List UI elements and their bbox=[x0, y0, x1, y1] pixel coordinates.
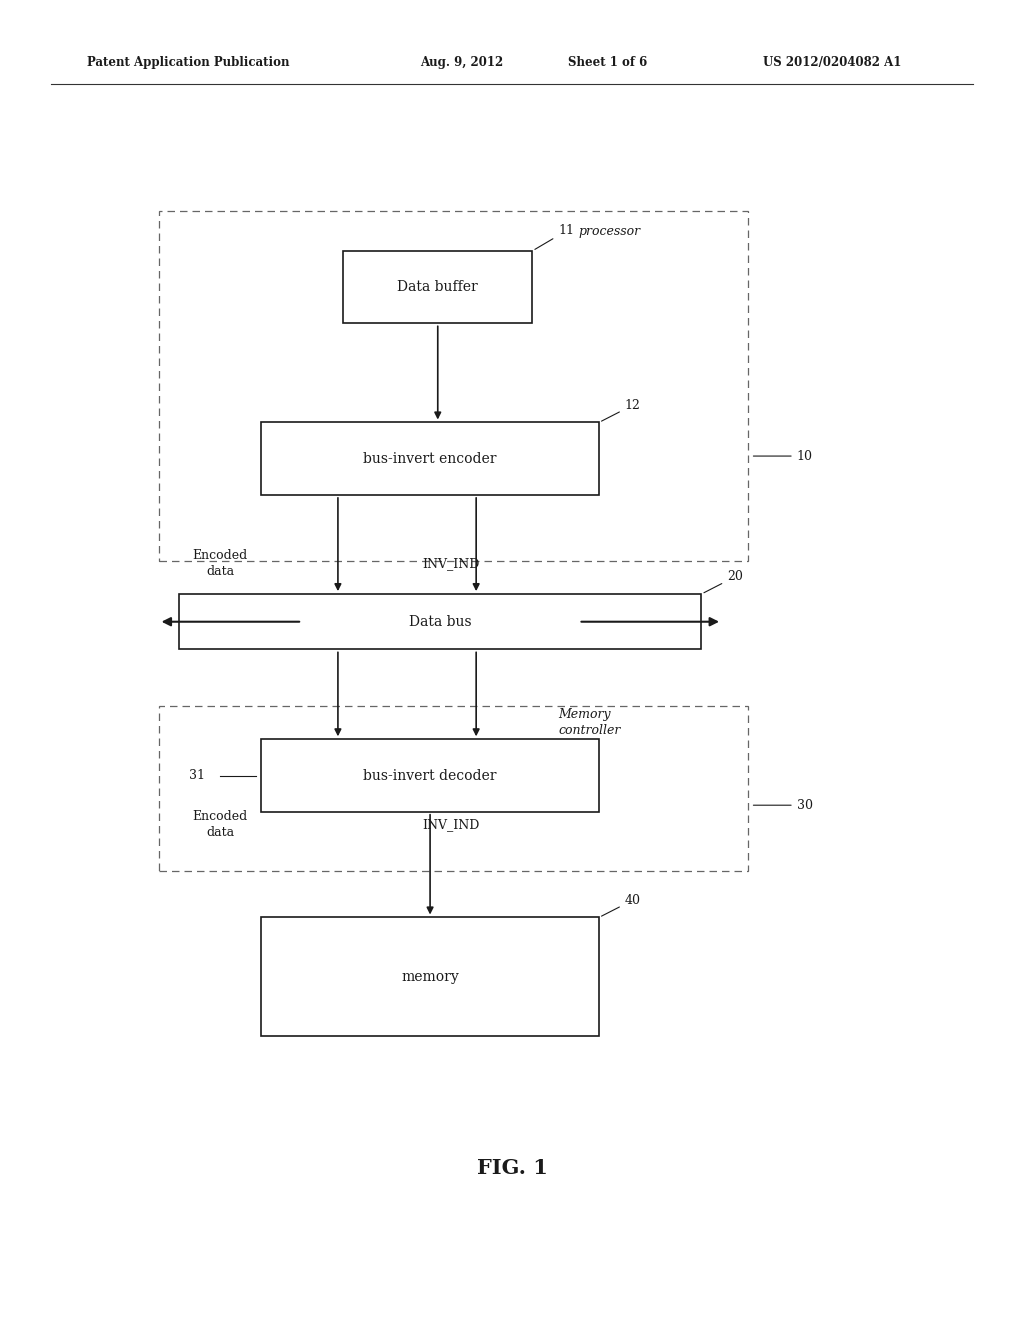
Text: 31: 31 bbox=[189, 770, 206, 781]
Text: Memory
controller: Memory controller bbox=[558, 708, 621, 737]
Text: Data buffer: Data buffer bbox=[397, 280, 478, 294]
Text: 10: 10 bbox=[754, 450, 813, 462]
Bar bbox=[261, 917, 599, 1036]
Text: Patent Application Publication: Patent Application Publication bbox=[87, 55, 290, 69]
Bar bbox=[159, 706, 748, 871]
Text: memory: memory bbox=[401, 970, 459, 983]
Text: 12: 12 bbox=[601, 399, 641, 421]
Text: INV_IND: INV_IND bbox=[422, 557, 479, 570]
Text: 11: 11 bbox=[535, 224, 574, 249]
Text: Encoded
data: Encoded data bbox=[193, 549, 248, 578]
Text: bus-invert encoder: bus-invert encoder bbox=[364, 451, 497, 466]
Text: 30: 30 bbox=[754, 799, 813, 812]
Bar bbox=[261, 422, 599, 495]
Text: 40: 40 bbox=[601, 894, 641, 916]
Text: 20: 20 bbox=[703, 570, 743, 593]
Text: processor: processor bbox=[579, 224, 641, 238]
Text: FIG. 1: FIG. 1 bbox=[476, 1158, 548, 1179]
Text: Data bus: Data bus bbox=[409, 615, 472, 628]
Text: Aug. 9, 2012: Aug. 9, 2012 bbox=[420, 55, 503, 69]
Text: Sheet 1 of 6: Sheet 1 of 6 bbox=[568, 55, 647, 69]
Bar bbox=[179, 594, 701, 649]
Bar bbox=[343, 251, 532, 323]
Text: bus-invert decoder: bus-invert decoder bbox=[364, 768, 497, 783]
Text: US 2012/0204082 A1: US 2012/0204082 A1 bbox=[763, 55, 901, 69]
Bar bbox=[159, 211, 748, 561]
Text: INV_IND: INV_IND bbox=[422, 818, 479, 832]
Bar bbox=[261, 739, 599, 812]
Text: Encoded
data: Encoded data bbox=[193, 810, 248, 840]
